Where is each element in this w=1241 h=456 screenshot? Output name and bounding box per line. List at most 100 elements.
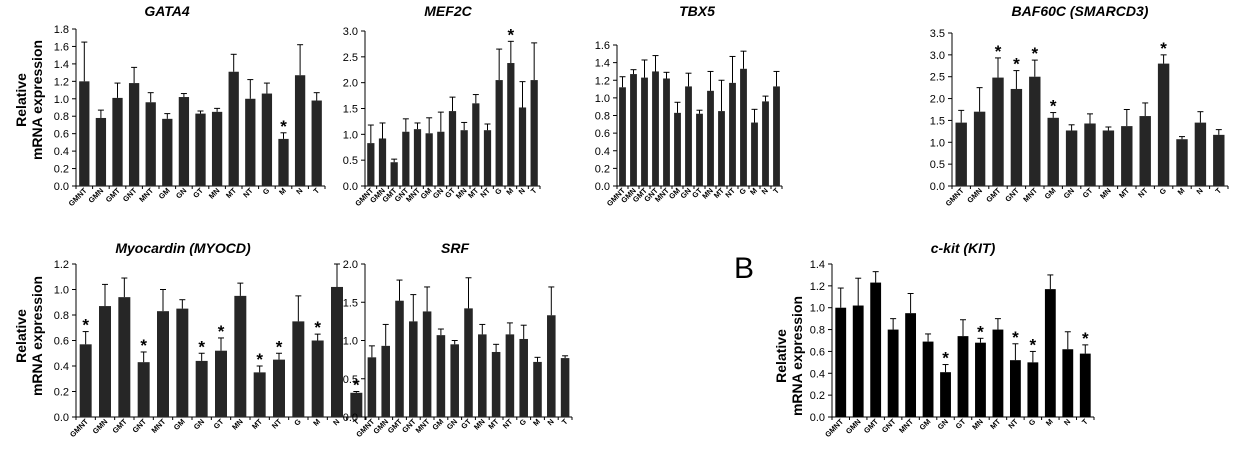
x-tick-label: N	[517, 186, 527, 196]
chart-mef2c: MEF2C 0.00.51.01.52.02.53.0GMNTGMNGMTGNT…	[343, 3, 541, 208]
bar	[378, 138, 387, 186]
y-tick-label: 0.8	[54, 111, 69, 123]
bar	[234, 295, 247, 417]
x-tick-label: GMN	[91, 417, 110, 436]
y-tick-label: 0.5	[343, 374, 358, 386]
x-tick-label: N	[760, 186, 770, 196]
x-tick-label: GN	[445, 417, 459, 431]
significance-star: *	[276, 337, 283, 356]
x-tick-label: G	[261, 186, 272, 197]
bar	[331, 286, 343, 417]
x-tick-label: GM	[1043, 186, 1058, 201]
x-tick-label: GNT	[131, 417, 149, 435]
bar	[450, 344, 459, 417]
y-tick-label: 1.0	[54, 94, 69, 106]
x-tick-label: T	[771, 186, 781, 196]
bar	[381, 345, 390, 417]
x-tick-label: MN	[970, 417, 985, 432]
x-tick-label: GMN	[87, 186, 106, 205]
bar	[409, 321, 418, 417]
x-tick-label: GT	[1081, 186, 1095, 200]
x-tick-label: NT	[1006, 417, 1020, 431]
bar	[1062, 349, 1074, 417]
bar	[245, 98, 256, 186]
x-tick-label: GM	[172, 417, 187, 432]
y-tick-label: 1.2	[595, 75, 610, 87]
x-tick-label: M	[748, 186, 759, 197]
y-tick-label: 1.0	[595, 93, 610, 105]
significance-star: *	[1013, 55, 1020, 74]
bar	[99, 306, 111, 417]
x-tick-label: N	[1062, 417, 1072, 427]
y-tick-label: 1.2	[810, 281, 825, 293]
chart-tbx5: TBX5 0.00.20.40.60.81.01.21.41.6GMNTGMNG…	[595, 3, 783, 208]
y-tick-label: 0.0	[343, 412, 358, 424]
y-tick-label: 0.8	[810, 325, 825, 337]
bar	[1009, 360, 1021, 417]
bar	[707, 90, 714, 186]
bar	[294, 75, 306, 186]
bar	[79, 81, 90, 186]
bar	[79, 344, 92, 417]
bar	[835, 307, 847, 417]
y-tick-label: 2.0	[930, 94, 945, 106]
x-tick-label: GMNT	[823, 417, 845, 439]
bar	[507, 63, 515, 186]
x-tick-label: T	[560, 417, 570, 427]
bar	[95, 117, 107, 186]
x-tick-label: GMNT	[944, 186, 966, 208]
y-tick-label: 0.4	[54, 361, 69, 373]
bar	[922, 341, 934, 417]
x-tick-label: MT	[486, 417, 500, 431]
bar	[519, 338, 528, 417]
bar	[1139, 116, 1151, 186]
bar	[740, 68, 747, 186]
panel-b-label: B	[734, 252, 754, 285]
y-tick-label: 1.4	[595, 58, 610, 70]
bar	[273, 359, 285, 417]
bar	[253, 372, 266, 417]
bar	[367, 357, 377, 417]
bar	[491, 351, 501, 417]
y-tick-label: 0.2	[595, 163, 610, 175]
x-tick-label: GMT	[111, 417, 129, 435]
significance-star: *	[280, 117, 287, 136]
bar	[1029, 76, 1041, 186]
significance-star: *	[218, 322, 225, 341]
bar	[350, 392, 363, 417]
x-tick-label: GM	[430, 417, 445, 432]
y-tick-label: 2.5	[343, 52, 358, 64]
x-tick-label: NT	[1136, 186, 1150, 200]
x-tick-label: GN	[174, 186, 188, 200]
bar	[718, 111, 725, 186]
y-tick-label: 1.5	[343, 297, 358, 309]
bar	[436, 335, 446, 417]
bar	[762, 101, 769, 186]
y-tick-label: 0.2	[54, 387, 69, 399]
y-tick-label: 0.0	[595, 181, 610, 193]
x-tick-label: MT	[224, 186, 238, 200]
x-tick-label: GN	[936, 417, 950, 431]
bar	[619, 87, 626, 186]
significance-star: *	[82, 316, 89, 335]
y-tick-label: 0.6	[595, 128, 610, 140]
x-tick-label: MNT	[150, 417, 168, 435]
bar	[674, 112, 681, 186]
bar	[215, 350, 227, 417]
bar	[751, 122, 758, 186]
bar	[118, 297, 131, 417]
significance-star: *	[1082, 329, 1089, 348]
chart-baf60c: BAF60C (SMARCD3) 0.0 0.5 1.0 1.5 2.0 2.5 3.0 3.…	[930, 3, 1229, 208]
y-tick-label: 2.0	[343, 78, 358, 90]
chart-title: Myocardin (MYOCD)	[115, 240, 251, 256]
bar	[145, 102, 156, 186]
chart-title: c-kit (KIT)	[931, 240, 996, 256]
bar	[773, 86, 780, 186]
bar	[1194, 122, 1207, 186]
y-tick-label: 0.0	[810, 412, 825, 424]
bar	[472, 103, 480, 186]
chart-ckit: c-kit (KIT) 0.00.20.40.60.81.01.21.4GMNT…	[810, 240, 1095, 439]
significance-star: *	[314, 318, 321, 337]
x-tick-label: M	[531, 417, 542, 428]
x-tick-label: GMT	[862, 417, 880, 435]
